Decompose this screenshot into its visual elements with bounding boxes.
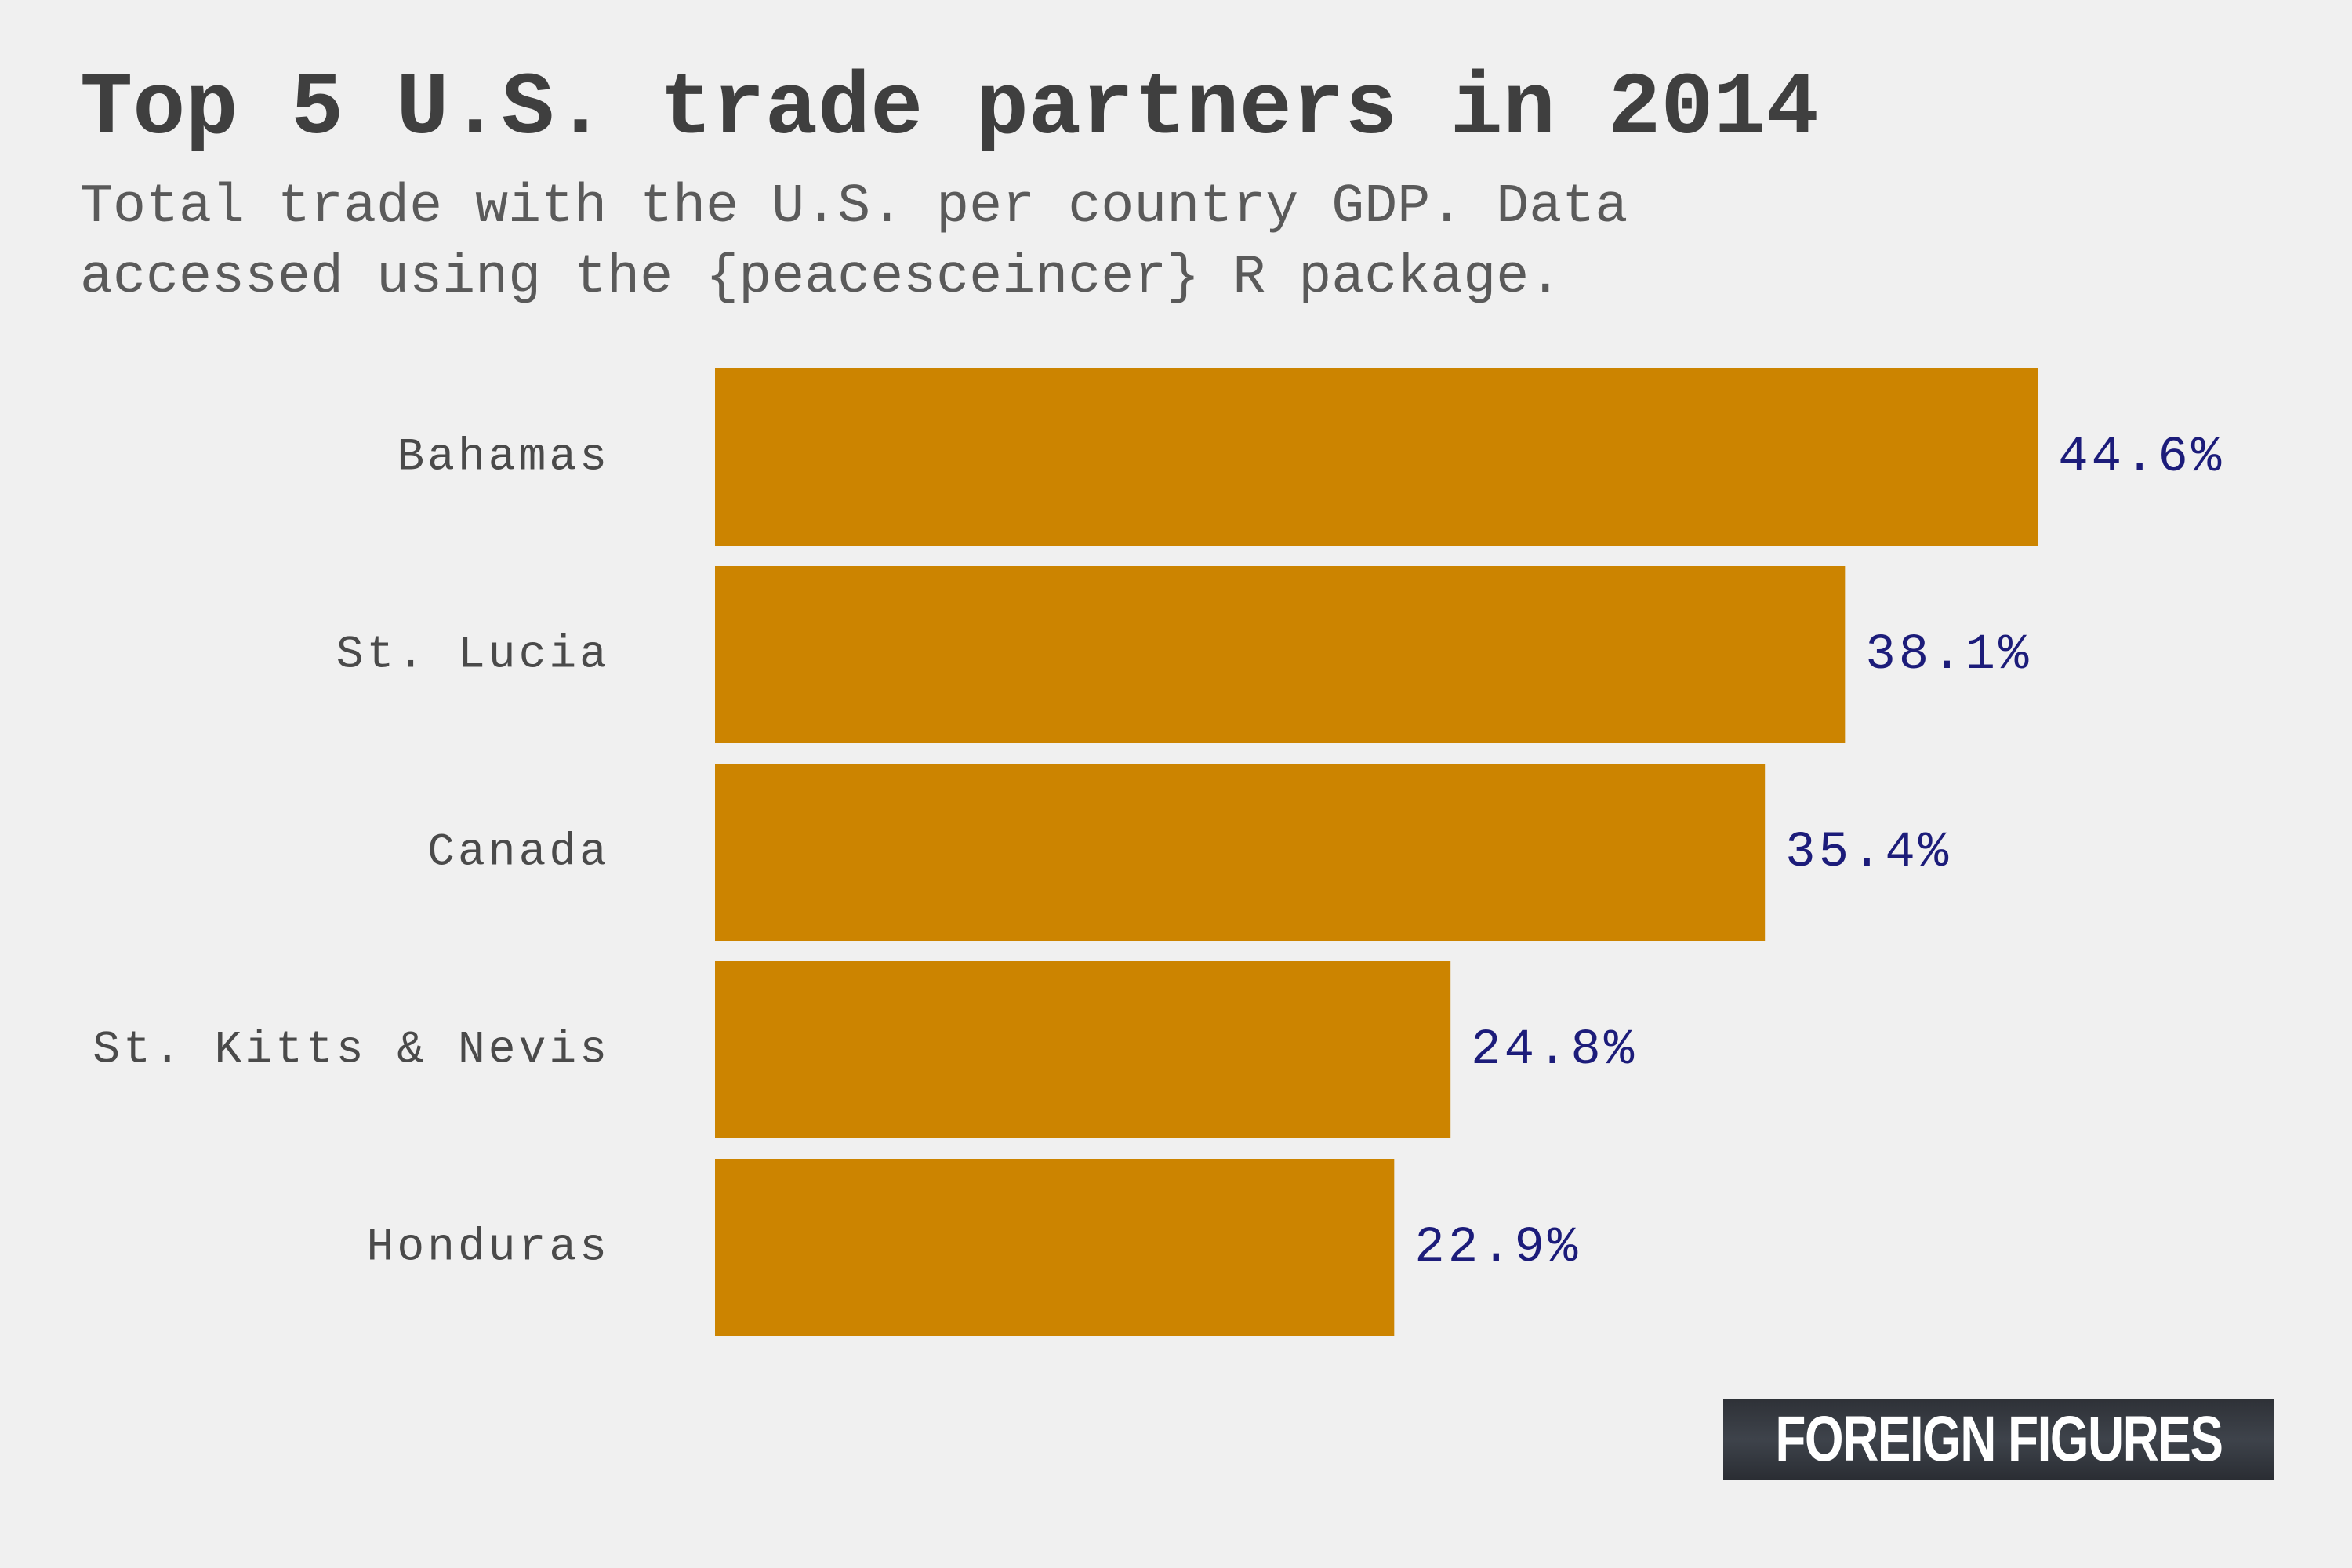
foreign-figures-logo: FOREIGN FIGURES [1723, 1399, 2274, 1480]
bars-layer: Bahamas 44.6% St. Lucia 38.1% Canada 35.4% St.… [93, 368, 2224, 1336]
bar-honduras [715, 1159, 1395, 1336]
value-label: 22.9% [1414, 1220, 1581, 1276]
bar-canada [715, 764, 1766, 941]
category-label: Bahamas [397, 432, 610, 483]
value-label: 35.4% [1785, 825, 1951, 881]
category-label: Canada [427, 827, 610, 878]
bar-bahamas [715, 368, 2038, 546]
value-label: 38.1% [1865, 627, 2031, 684]
value-label: 24.8% [1471, 1022, 1637, 1079]
category-label: Honduras [367, 1222, 610, 1273]
bar-st-lucia [715, 566, 1846, 743]
value-label: 44.6% [2058, 430, 2224, 486]
bar-st-kitts-nevis [715, 961, 1451, 1138]
category-label: St. Lucia [336, 630, 610, 681]
chart-subtitle: Total trade with the U.S. per country GD… [80, 176, 1628, 309]
category-label: St. Kitts & Nevis [93, 1025, 610, 1076]
chart-title: Top 5 U.S. trade partners in 2014 [80, 60, 1819, 159]
logo-text: FOREIGN FIGURES [1774, 1403, 2223, 1475]
